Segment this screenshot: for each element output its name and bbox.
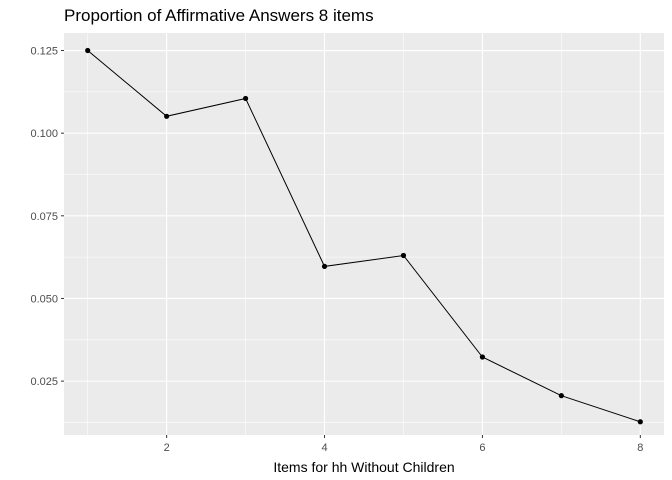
data-point — [637, 419, 643, 425]
plot-panel — [64, 33, 664, 435]
y-tick-label: 0.025 — [30, 376, 58, 388]
data-point — [85, 47, 91, 54]
y-tick-label: 0.125 — [30, 46, 58, 58]
data-point — [242, 95, 249, 102]
data-point — [558, 393, 564, 399]
y-tick-label: 0.050 — [30, 293, 58, 305]
data-point — [400, 252, 407, 259]
x-tick-label: 4 — [321, 442, 327, 454]
data-point — [479, 354, 486, 360]
series-line — [87, 50, 641, 423]
x-tick-label: 6 — [479, 442, 485, 454]
data-point — [321, 263, 328, 269]
x-axis-title: Items for hh Without Children — [273, 459, 454, 475]
x-tick-label: 8 — [637, 442, 643, 454]
chart-title: Proportion of Affirmative Answers 8 item… — [64, 6, 374, 25]
x-tick-label: 2 — [164, 442, 170, 454]
y-tick-label: 0.100 — [30, 128, 58, 140]
data-point — [164, 113, 170, 119]
y-tick-label: 0.075 — [30, 211, 58, 223]
